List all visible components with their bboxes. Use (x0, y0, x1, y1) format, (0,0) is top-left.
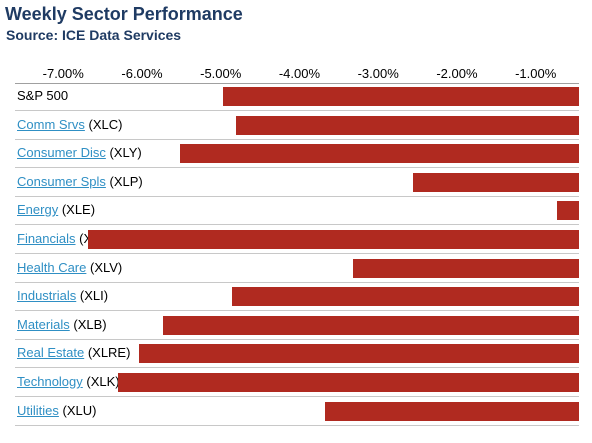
category-label: Comm Srvs (XLC) (17, 117, 122, 132)
bar (179, 144, 579, 164)
x-tick-label: -6.00% (121, 66, 163, 81)
chart-row: Utilities (XLU) (15, 398, 579, 426)
x-tick-label: -4.00% (278, 66, 321, 81)
category-label: S&P 500 (17, 88, 68, 103)
bar (353, 258, 579, 278)
category-name: S&P 500 (17, 88, 69, 103)
bar (163, 315, 579, 335)
ticker-label: (XLU) (58, 402, 97, 418)
chart-row: Technology (XLK) (15, 369, 579, 397)
sector-link[interactable]: Industrials (17, 288, 77, 304)
bar (223, 87, 579, 106)
sector-link[interactable]: Energy (17, 202, 59, 218)
bar (231, 287, 579, 307)
axis-rule (15, 83, 579, 84)
category-label: Health Care (XLV) (17, 260, 122, 275)
ticker-label: (XLB) (69, 316, 107, 332)
sector-link[interactable]: Comm Srvs (17, 116, 85, 132)
bar (556, 201, 579, 221)
x-tick-label: -1.00% (515, 66, 557, 81)
x-axis: -7.00% -6.00% -5.00% -4.00% -3.00% -2.00% -1.0… (0, 62, 592, 84)
chart-row: Financials (XLF) (15, 226, 579, 254)
bar (87, 230, 579, 249)
x-tick-label: -5.00% (200, 66, 242, 81)
ticker-label: (XLY) (105, 145, 142, 161)
ticker-label: (XLV) (86, 259, 123, 275)
ticker-label: (XLP) (105, 173, 143, 189)
chart-title: Weekly Sector Performance (5, 4, 243, 24)
ticker-label: (XLRE) (84, 345, 131, 361)
chart-subtitle: Source: ICE Data Services (6, 27, 182, 43)
x-tick-label: -3.00% (357, 66, 399, 81)
bar (118, 373, 579, 392)
category-label: Materials (XLB) (17, 317, 107, 332)
bar (412, 172, 579, 192)
category-label: Industrials (XLI) (17, 288, 108, 303)
x-tick-label: -2.00% (436, 66, 478, 81)
bar (138, 344, 579, 364)
bar (324, 401, 579, 421)
category-label: Consumer Disc (XLY) (17, 145, 142, 160)
chart-row: Energy (XLE) (15, 197, 579, 226)
sector-link[interactable]: Utilities (17, 402, 59, 418)
x-tick-label: -7.00% (42, 66, 84, 81)
category-label: Real Estate (XLRE) (17, 345, 130, 360)
sector-link[interactable]: Consumer Disc (17, 145, 106, 161)
category-label: Energy (XLE) (17, 202, 95, 217)
category-label: Utilities (XLU) (17, 403, 96, 418)
ticker-label: (XLI) (76, 288, 109, 304)
ticker-label: (XLC) (84, 116, 123, 132)
sector-link[interactable]: Financials (17, 231, 76, 246)
ticker-label: (XLE) (58, 202, 96, 218)
chart-row: S&P 500 (15, 83, 579, 111)
chart-row: Real Estate (XLRE) (15, 340, 579, 369)
ticker-label: (XLK) (82, 374, 120, 389)
sector-link[interactable]: Materials (17, 316, 70, 332)
category-label: Technology (XLK) (17, 374, 120, 389)
bar (236, 115, 579, 135)
chart-row: Materials (XLB) (15, 312, 579, 340)
chart-row: Consumer Spls (XLP) (15, 169, 579, 197)
sector-link[interactable]: Consumer Spls (17, 173, 106, 189)
chart-row: Industrials (XLI) (15, 283, 579, 312)
sector-link[interactable]: Technology (17, 374, 83, 389)
chart-row: Comm Srvs (XLC) (15, 112, 579, 140)
category-label: Consumer Spls (XLP) (17, 174, 143, 189)
chart-row: Consumer Disc (XLY) (15, 140, 579, 169)
chart-row: Health Care (XLV) (15, 255, 579, 283)
sector-link[interactable]: Health Care (17, 259, 87, 275)
sector-link[interactable]: Real Estate (17, 345, 85, 361)
